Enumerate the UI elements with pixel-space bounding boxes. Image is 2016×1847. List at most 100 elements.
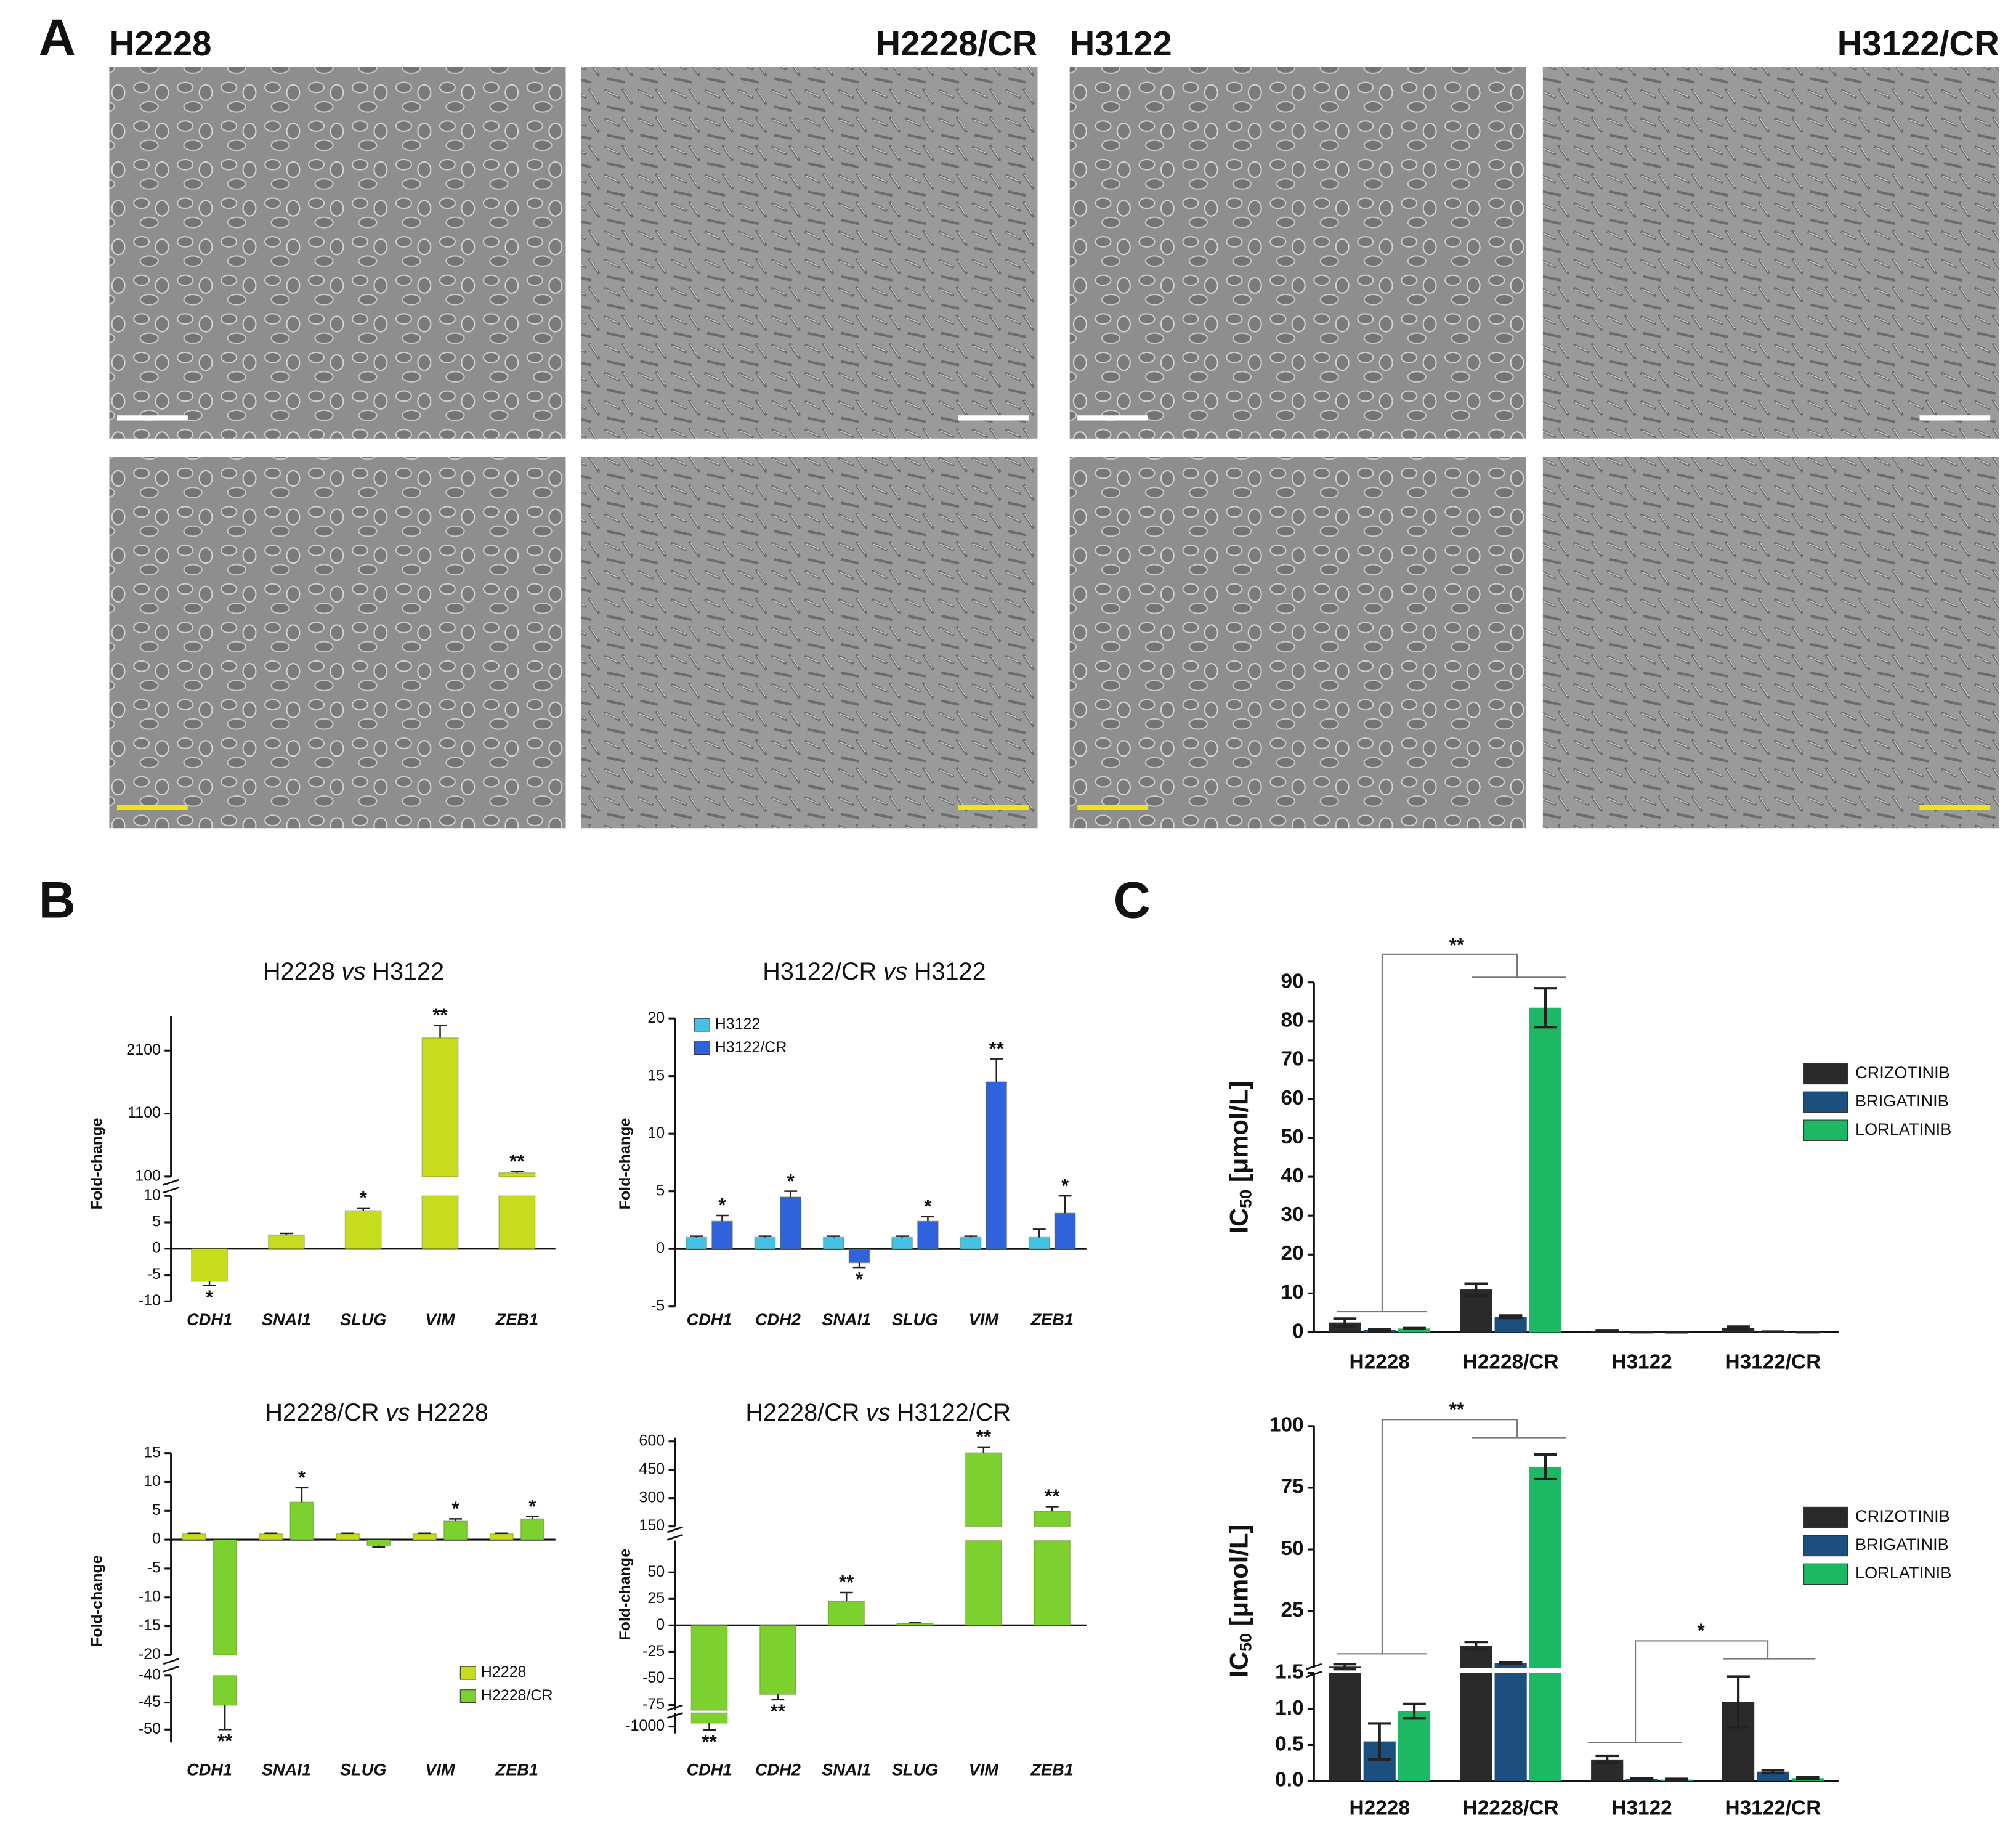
bar bbox=[1494, 1317, 1527, 1333]
legend-label: H3122/CR bbox=[715, 1039, 787, 1056]
title-part: vs bbox=[341, 959, 366, 986]
title-part: H3122/CR bbox=[897, 1400, 1011, 1427]
error-bar bbox=[990, 1058, 1003, 1082]
axis-break bbox=[1306, 1663, 1322, 1678]
error-bar bbox=[1727, 1675, 1750, 1729]
micrograph bbox=[1069, 67, 1526, 439]
bar bbox=[1034, 1511, 1071, 1527]
significance: ** bbox=[771, 1700, 786, 1722]
y-tick-label: 300 bbox=[639, 1488, 665, 1506]
micrograph-label: H3122 bbox=[1070, 24, 1172, 63]
significance: * bbox=[718, 1195, 726, 1216]
significance: * bbox=[924, 1195, 932, 1217]
error-bar bbox=[1761, 1769, 1785, 1775]
legend-label: BRIGATINIB bbox=[1855, 1535, 1949, 1554]
micrograph bbox=[1069, 456, 1526, 829]
significance: * bbox=[787, 1170, 795, 1191]
error-bar bbox=[341, 1532, 355, 1535]
significance: ** bbox=[509, 1150, 525, 1172]
y-tick-label: 25 bbox=[1281, 1599, 1303, 1622]
error-bar bbox=[218, 1705, 232, 1731]
y-tick-label: 70 bbox=[1281, 1048, 1303, 1071]
bar bbox=[489, 1533, 514, 1540]
error-bar bbox=[264, 1532, 278, 1535]
error-bar bbox=[1499, 1660, 1523, 1665]
legend-swatch bbox=[694, 1041, 710, 1055]
y-tick-label: 600 bbox=[639, 1432, 665, 1449]
y-tick-label: 30 bbox=[1281, 1203, 1303, 1226]
bar bbox=[289, 1501, 314, 1540]
y-tick-label: 0 bbox=[1292, 1320, 1304, 1342]
bar bbox=[1529, 1673, 1562, 1781]
x-tick-label: SNAI1 bbox=[822, 1760, 871, 1779]
bar bbox=[822, 1236, 844, 1250]
y-tick-label: 20 bbox=[647, 1009, 665, 1026]
legend-label: H3122 bbox=[715, 1015, 761, 1033]
bracket-label: ** bbox=[1449, 935, 1465, 956]
y-tick-label: 10 bbox=[647, 1124, 665, 1142]
legend-swatch bbox=[1803, 1563, 1848, 1585]
title-part: vs bbox=[866, 1400, 891, 1427]
error-bar bbox=[1032, 1228, 1046, 1238]
x-tick-label: VIM bbox=[425, 1310, 456, 1329]
y-tick-label: -10 bbox=[139, 1588, 161, 1605]
micrograph-label: H2228 bbox=[109, 24, 211, 63]
bar bbox=[780, 1196, 802, 1250]
micrograph-label: H2228/CR bbox=[875, 24, 1037, 63]
y-label-sub: 50 bbox=[1236, 1190, 1255, 1208]
bar bbox=[1398, 1328, 1431, 1333]
y-tick-label: 450 bbox=[639, 1460, 665, 1477]
legend-swatch bbox=[1803, 1091, 1848, 1113]
error-bar bbox=[203, 1281, 216, 1286]
significance: ** bbox=[217, 1730, 233, 1752]
y-tick-label: 90 bbox=[1281, 970, 1303, 993]
error-bar bbox=[1333, 1663, 1357, 1671]
error-bar bbox=[1534, 987, 1557, 1029]
x-tick-label: VIM bbox=[425, 1760, 456, 1779]
legend-swatch bbox=[459, 1666, 476, 1680]
bar bbox=[690, 1712, 728, 1724]
y-tick-label: 15 bbox=[647, 1066, 665, 1084]
y-tick-label: -50 bbox=[642, 1669, 665, 1686]
micrograph-label: H3122/CR bbox=[1837, 24, 1999, 63]
bar bbox=[754, 1236, 776, 1250]
error-bar bbox=[187, 1532, 201, 1535]
x-tick-label: CDH1 bbox=[687, 1760, 732, 1779]
y-tick-label: -50 bbox=[139, 1720, 161, 1737]
legend-swatch bbox=[1803, 1535, 1848, 1557]
y-tick-label: 5 bbox=[656, 1182, 665, 1199]
error-bar bbox=[418, 1532, 431, 1535]
bar bbox=[828, 1600, 865, 1626]
significance: ** bbox=[839, 1572, 854, 1593]
bar bbox=[711, 1220, 733, 1250]
y-tick-label: 10 bbox=[144, 1187, 161, 1204]
title-part: H2228/CR bbox=[265, 1400, 379, 1427]
error-bar bbox=[372, 1545, 386, 1548]
error-bar bbox=[1499, 1314, 1523, 1320]
bar bbox=[213, 1674, 237, 1706]
bar bbox=[267, 1234, 305, 1249]
x-tick-label: CDH2 bbox=[755, 1760, 801, 1779]
x-tick-label: CDH1 bbox=[187, 1310, 232, 1329]
bar bbox=[421, 1037, 459, 1177]
y-tick-label: 5 bbox=[152, 1501, 161, 1519]
title-part: H2228 bbox=[263, 959, 335, 986]
y-tick-label: 10 bbox=[144, 1472, 161, 1490]
x-tick-label: SLUG bbox=[892, 1760, 938, 1779]
bracket-label: * bbox=[1697, 1620, 1705, 1641]
significance: * bbox=[206, 1286, 214, 1308]
bar bbox=[336, 1533, 360, 1540]
y-label-suffix: [μmol/L] bbox=[1224, 1081, 1253, 1190]
legend-swatch bbox=[459, 1689, 476, 1703]
significance: ** bbox=[976, 1426, 992, 1448]
error-bar bbox=[1058, 1195, 1072, 1214]
x-tick-label: H2228/CR bbox=[1463, 1350, 1559, 1373]
title-part: H3122 bbox=[372, 959, 444, 986]
error-bar bbox=[525, 1516, 539, 1519]
x-tick-label: CDH1 bbox=[187, 1760, 232, 1779]
legend-label: H2228 bbox=[481, 1663, 527, 1681]
legend-swatch bbox=[1803, 1119, 1848, 1141]
x-tick-label: H3122 bbox=[1611, 1350, 1672, 1373]
axis-break bbox=[163, 1179, 179, 1194]
